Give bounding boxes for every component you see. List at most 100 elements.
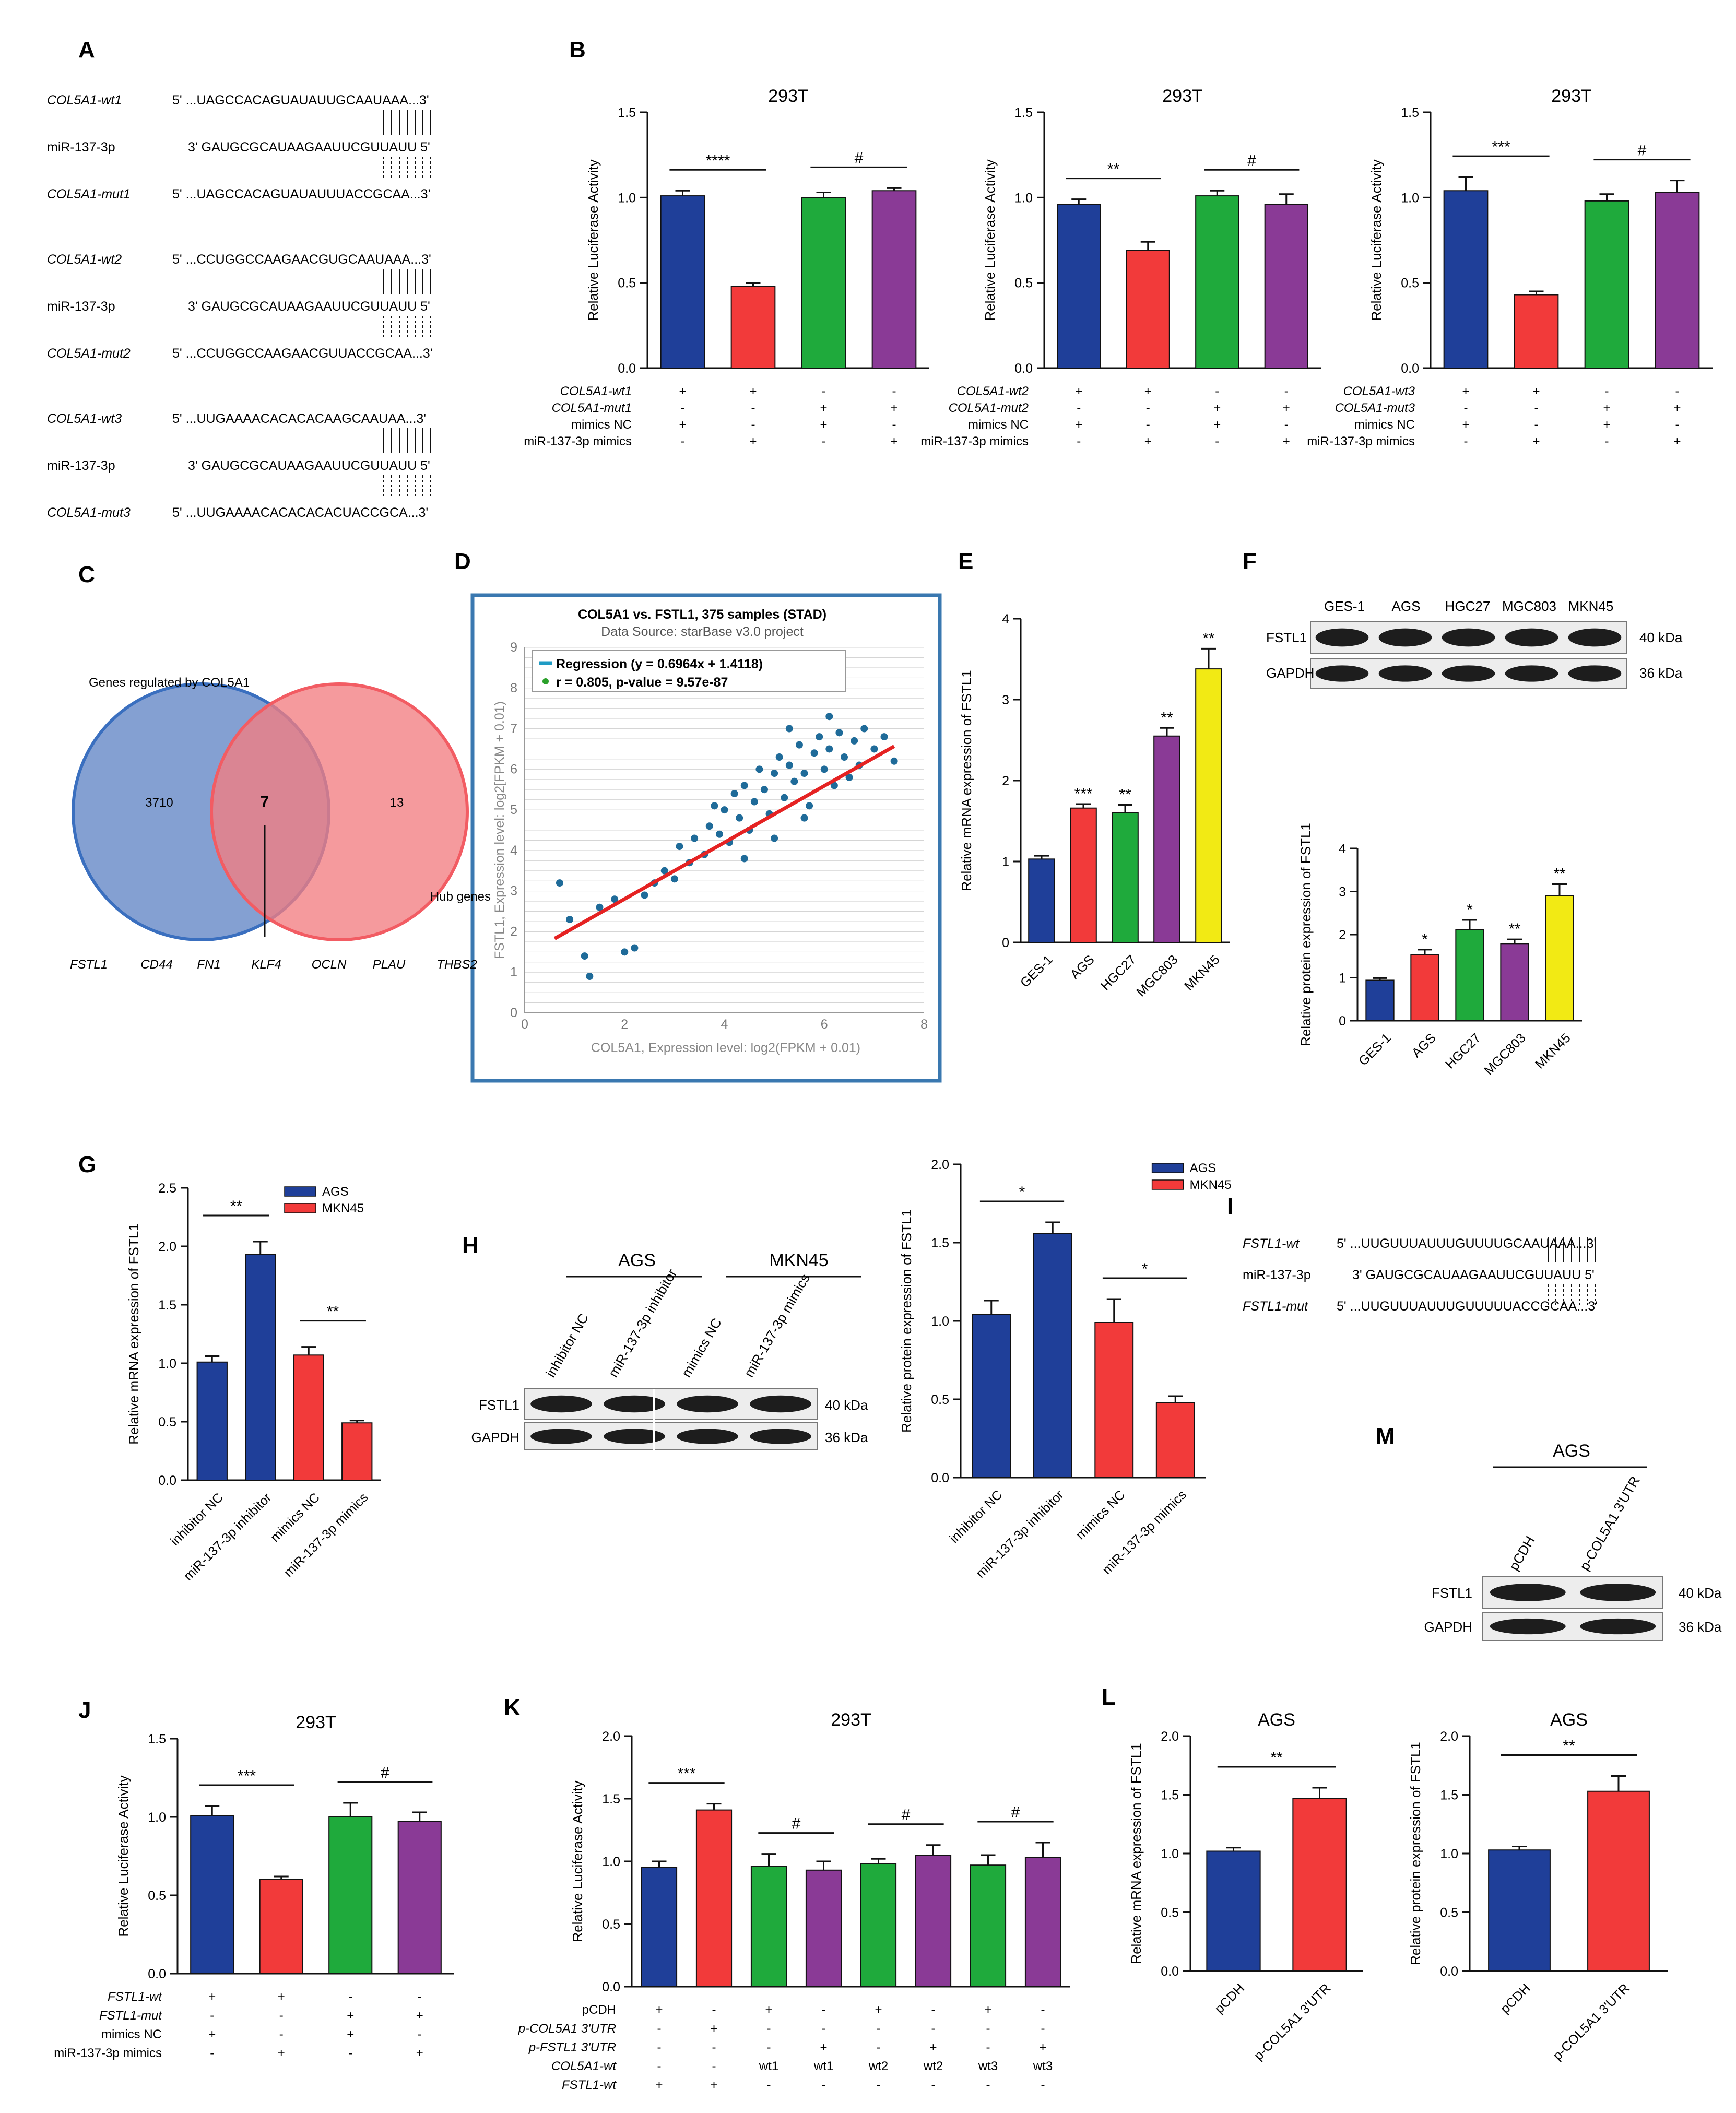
condition-sign: -	[822, 2003, 826, 2017]
data-point	[621, 948, 629, 956]
y-tick-label: 4	[510, 843, 517, 858]
protein-band	[1568, 665, 1622, 682]
y-axis-label: Relative Luciferase Activity	[115, 1775, 131, 1937]
condition-sign: -	[1464, 434, 1468, 448]
y-axis-label: Relative Luciferase Activity	[570, 1780, 585, 1942]
data-point	[800, 814, 808, 822]
data-point	[750, 798, 758, 806]
condition-label: mimics NC	[101, 2027, 162, 2041]
data-point	[800, 770, 808, 777]
legend-swatch	[1151, 1179, 1184, 1190]
condition-label: FSTL1-wt	[108, 1990, 162, 2004]
protein-label: FSTL1	[1432, 1585, 1472, 1601]
condition-sign: -	[751, 401, 755, 415]
condition-sign: +	[278, 1990, 285, 2004]
legend-box	[532, 650, 846, 692]
bar	[660, 195, 705, 369]
condition-sign: +	[1532, 434, 1540, 448]
data-point	[705, 822, 713, 830]
y-tick-label: 2	[1002, 774, 1009, 788]
condition-sign: -	[418, 2027, 422, 2041]
lane-label: miR-137-3p inhibitor	[605, 1266, 680, 1380]
blot-H-fstl1	[524, 1388, 818, 1420]
legend-label: MKN45	[1190, 1178, 1232, 1192]
condition-sign: wt2	[868, 2059, 888, 2073]
condition-sign: -	[1215, 434, 1219, 448]
bar	[1195, 195, 1239, 369]
bar	[245, 1254, 276, 1481]
blot-H-gapdh	[524, 1422, 818, 1450]
data-point	[631, 944, 639, 952]
condition-label: COL5A1-mut3	[1335, 401, 1415, 415]
bar	[1112, 812, 1139, 943]
protein-band	[1580, 1584, 1656, 1601]
condition-sign: -	[986, 2078, 990, 2092]
protein-band	[1378, 665, 1432, 682]
x-tick-label: mimics NC	[1073, 1488, 1128, 1542]
condition-sign: +	[679, 384, 686, 398]
data-point	[581, 952, 588, 960]
x-tick-label: p-COL5A1 3'UTR	[1550, 1981, 1633, 2063]
bar	[1024, 1857, 1061, 1988]
seq-a-sequence: 3' GAUGCGCAUAAGAAUUCGUUAUU 5'	[188, 458, 430, 473]
condition-sign: -	[712, 2003, 716, 2017]
bar	[915, 1855, 952, 1987]
y-axis-label: Relative Luciferase Activity	[982, 159, 998, 321]
data-point	[740, 782, 748, 789]
condition-sign: -	[657, 2059, 662, 2073]
condition-sign: -	[1534, 418, 1539, 432]
seq-i-sequence: 5' ...UUGUUUAUUUGUUUUGCAAUAAA...3'	[1337, 1236, 1596, 1251]
condition-sign: +	[875, 2003, 882, 2017]
condition-label: miR-137-3p mimics	[1307, 434, 1415, 448]
x-tick-label: MKN45	[1182, 952, 1223, 994]
condition-sign: -	[931, 2078, 936, 2092]
condition-sign: +	[1075, 418, 1082, 432]
condition-sign: -	[210, 2009, 214, 2023]
x-tick-label: MGC803	[1133, 952, 1181, 1000]
data-point	[775, 753, 783, 761]
legend-label: AGS	[1190, 1161, 1217, 1175]
bar	[1410, 954, 1439, 1022]
chart-M: 0.0 0.5 1.0 1.5 2.0 Relative protein expressi…	[1408, 1710, 1668, 2063]
condition-sign: -	[1464, 401, 1468, 415]
y-tick-label: 0.0	[1440, 1964, 1458, 1979]
y-tick-label: 9	[510, 640, 517, 655]
condition-label: miR-137-3p mimics	[54, 2046, 162, 2060]
significance-star: *	[1467, 901, 1473, 918]
data-point	[736, 814, 743, 822]
band-size-label: 36 kDa	[1679, 1619, 1722, 1635]
y-tick-label: 0.5	[1014, 276, 1033, 291]
condition-sign: +	[1673, 434, 1681, 448]
data-point	[785, 761, 793, 769]
chart-title: COL5A1 vs. FSTL1, 375 samples (STAD)	[578, 607, 826, 622]
y-tick-label: 2.5	[158, 1181, 176, 1196]
x-tick-label: miR-137-3p inhibitor	[181, 1490, 274, 1584]
panel-letter-I: I	[1227, 1194, 1233, 1219]
condition-sign: +	[1075, 384, 1082, 398]
blot-F-gapdh	[1310, 658, 1627, 689]
venn-diagram: Genes regulated by COL5A1 Hub genes 3710 7 1…	[70, 676, 491, 972]
protein-band	[530, 1429, 592, 1444]
band-size-label: 40 kDa	[825, 1397, 868, 1413]
y-tick-label: 2.0	[158, 1240, 176, 1254]
seq-a-name: COL5A1-wt2	[47, 252, 122, 267]
y-tick-label: 0	[510, 1006, 517, 1020]
protein-label: GAPDH	[1424, 1619, 1472, 1635]
condition-label: miR-137-3p mimics	[524, 434, 632, 448]
protein-band	[1442, 628, 1495, 647]
lane-label: MKN45	[1568, 598, 1614, 614]
significance-star: **	[1508, 920, 1521, 938]
panel-letter-A: A	[78, 37, 95, 63]
chart-title: 293T	[1162, 86, 1203, 106]
lane-label: pCDH	[1506, 1533, 1538, 1573]
condition-sign: -	[931, 2022, 936, 2036]
blot-M-fstl1	[1482, 1576, 1663, 1609]
panel-letter-K: K	[504, 1695, 521, 1720]
y-tick-label: 1.0	[1161, 1847, 1179, 1861]
y-tick-label: 6	[510, 762, 517, 776]
protein-band	[1315, 628, 1369, 647]
condition-label: COL5A1-wt1	[560, 384, 632, 398]
seq-a-sequence: 5' ...CCUGGCCAAGAACGUGCAAUAAA...3'	[172, 252, 431, 267]
bar	[1455, 929, 1484, 1021]
significance-label: ***	[677, 1765, 695, 1783]
